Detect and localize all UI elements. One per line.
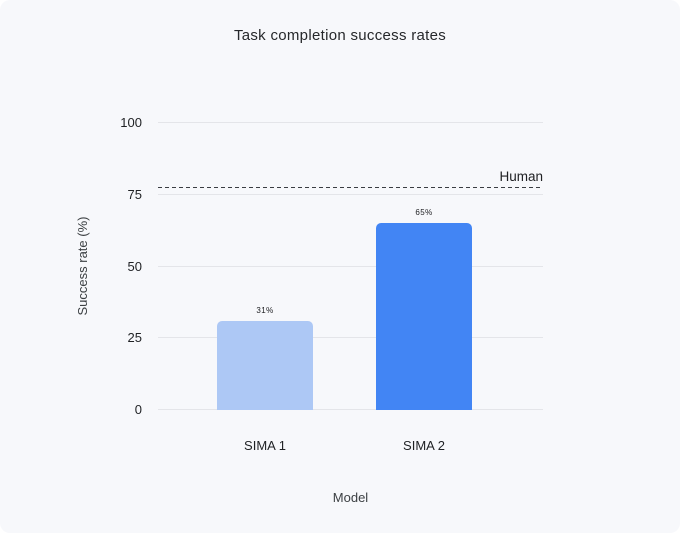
bar-value-label: 65% — [415, 208, 433, 218]
gridline — [158, 409, 543, 410]
x-tick-label: SIMA 2 — [403, 438, 445, 453]
x-axis-title: Model — [332, 490, 369, 505]
chart-title: Task completion success rates — [233, 27, 447, 44]
human-reference-label: Human — [499, 169, 543, 185]
human-reference-line — [158, 187, 543, 190]
x-tick-label: SIMA 1 — [244, 438, 286, 453]
y-tick-label: 0 — [134, 402, 142, 417]
bar-sima-2 — [376, 223, 472, 410]
bar-sima-1 — [217, 321, 313, 410]
plot-area: Human 31% 65% — [158, 122, 543, 410]
y-tick-label: 25 — [127, 330, 142, 346]
gridline — [158, 193, 543, 195]
gridline — [158, 337, 543, 339]
gridline — [158, 122, 543, 123]
y-axis-title: Success rate (%) — [75, 216, 90, 316]
y-tick-label: 75 — [127, 186, 142, 202]
bar-value-label: 31% — [256, 306, 274, 316]
y-tick-label: 100 — [120, 115, 142, 130]
gridline — [158, 265, 543, 267]
y-tick-label: 50 — [127, 258, 142, 274]
